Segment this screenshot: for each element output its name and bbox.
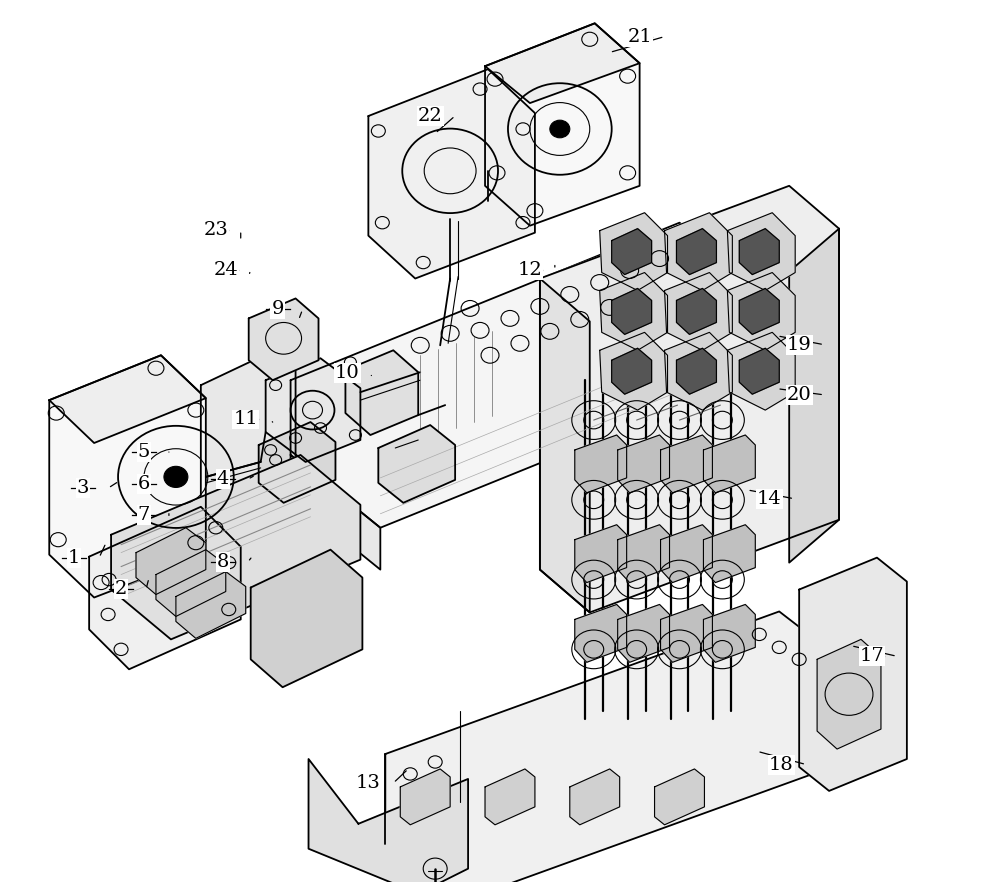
Text: 20: 20 bbox=[787, 386, 812, 404]
Text: 11: 11 bbox=[233, 411, 258, 428]
Circle shape bbox=[550, 120, 570, 138]
Polygon shape bbox=[156, 549, 226, 616]
Circle shape bbox=[164, 466, 188, 487]
Polygon shape bbox=[703, 605, 755, 662]
Polygon shape bbox=[49, 355, 206, 598]
Polygon shape bbox=[89, 507, 241, 669]
Polygon shape bbox=[739, 289, 779, 335]
Polygon shape bbox=[540, 278, 590, 613]
Polygon shape bbox=[655, 769, 704, 825]
Polygon shape bbox=[575, 605, 627, 662]
Text: 7: 7 bbox=[138, 507, 150, 525]
Polygon shape bbox=[249, 298, 319, 381]
Text: 9: 9 bbox=[271, 300, 284, 319]
Polygon shape bbox=[291, 223, 769, 528]
Text: 3: 3 bbox=[77, 479, 89, 497]
Text: 1: 1 bbox=[68, 548, 80, 567]
Text: 18: 18 bbox=[769, 756, 794, 774]
Polygon shape bbox=[176, 571, 246, 638]
Text: 2: 2 bbox=[115, 580, 127, 599]
Polygon shape bbox=[345, 351, 418, 435]
Polygon shape bbox=[665, 273, 732, 351]
Polygon shape bbox=[400, 769, 450, 825]
Polygon shape bbox=[727, 332, 795, 410]
Text: 12: 12 bbox=[518, 260, 542, 279]
Polygon shape bbox=[661, 435, 712, 493]
Polygon shape bbox=[612, 229, 652, 275]
Text: 6: 6 bbox=[138, 475, 150, 493]
Text: 22: 22 bbox=[418, 107, 443, 125]
Polygon shape bbox=[727, 273, 795, 351]
Polygon shape bbox=[485, 23, 640, 103]
Polygon shape bbox=[575, 525, 627, 583]
Polygon shape bbox=[136, 528, 206, 594]
Polygon shape bbox=[485, 769, 535, 825]
Polygon shape bbox=[817, 639, 881, 749]
Polygon shape bbox=[661, 525, 712, 583]
Polygon shape bbox=[111, 455, 360, 639]
Polygon shape bbox=[618, 525, 670, 583]
Polygon shape bbox=[677, 289, 716, 335]
Polygon shape bbox=[618, 605, 670, 662]
Polygon shape bbox=[665, 213, 732, 291]
Polygon shape bbox=[799, 558, 907, 791]
Polygon shape bbox=[49, 355, 206, 443]
Polygon shape bbox=[201, 340, 296, 509]
Polygon shape bbox=[739, 229, 779, 275]
Polygon shape bbox=[703, 435, 755, 493]
Polygon shape bbox=[789, 229, 839, 562]
Polygon shape bbox=[600, 332, 668, 410]
Polygon shape bbox=[600, 213, 668, 291]
Polygon shape bbox=[612, 289, 652, 335]
Polygon shape bbox=[677, 348, 716, 394]
Text: 19: 19 bbox=[787, 336, 812, 354]
Text: 24: 24 bbox=[213, 260, 238, 279]
Polygon shape bbox=[575, 435, 627, 493]
Polygon shape bbox=[665, 332, 732, 410]
Polygon shape bbox=[309, 759, 468, 883]
Polygon shape bbox=[612, 348, 652, 394]
Polygon shape bbox=[485, 23, 640, 226]
Polygon shape bbox=[570, 769, 620, 825]
Text: 5: 5 bbox=[138, 443, 150, 461]
Polygon shape bbox=[677, 229, 716, 275]
Text: 14: 14 bbox=[757, 490, 782, 508]
Polygon shape bbox=[368, 69, 535, 278]
Polygon shape bbox=[739, 348, 779, 394]
Polygon shape bbox=[703, 525, 755, 583]
Text: 23: 23 bbox=[203, 222, 228, 239]
Polygon shape bbox=[661, 605, 712, 662]
Polygon shape bbox=[251, 549, 362, 687]
Polygon shape bbox=[727, 213, 795, 291]
Polygon shape bbox=[385, 611, 854, 883]
Polygon shape bbox=[540, 185, 839, 613]
Text: 8: 8 bbox=[217, 553, 229, 571]
Polygon shape bbox=[259, 422, 335, 502]
Polygon shape bbox=[266, 358, 360, 462]
Text: 17: 17 bbox=[860, 647, 884, 665]
Polygon shape bbox=[680, 296, 769, 443]
Polygon shape bbox=[600, 273, 668, 351]
Text: 4: 4 bbox=[217, 471, 229, 488]
Text: 10: 10 bbox=[335, 364, 360, 381]
Polygon shape bbox=[378, 425, 455, 502]
Polygon shape bbox=[618, 435, 670, 493]
Text: 21: 21 bbox=[627, 27, 652, 46]
Text: 13: 13 bbox=[356, 774, 381, 792]
Polygon shape bbox=[291, 455, 380, 570]
